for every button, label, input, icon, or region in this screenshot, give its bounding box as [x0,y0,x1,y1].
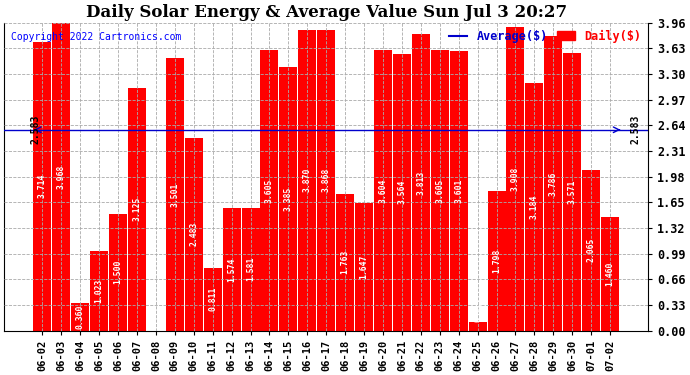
Bar [355,202,373,330]
Bar [166,58,184,330]
Text: 0.811: 0.811 [208,287,217,311]
Bar [412,34,430,330]
Bar [317,30,335,330]
Text: 3.714: 3.714 [38,174,47,198]
Text: 1.460: 1.460 [606,262,615,286]
Bar [109,214,127,330]
Bar [71,303,89,330]
Text: 2.583: 2.583 [30,115,41,144]
Bar [374,50,392,330]
Text: 1.500: 1.500 [114,260,123,285]
Bar [128,88,146,330]
Bar [525,83,543,330]
Text: Copyright 2022 Cartronics.com: Copyright 2022 Cartronics.com [10,32,181,42]
Bar [544,36,562,330]
Bar [431,50,448,330]
Bar [336,194,354,330]
Text: 3.870: 3.870 [303,168,312,192]
Bar [601,217,619,330]
Text: 3.501: 3.501 [170,182,179,207]
Text: 3.184: 3.184 [530,195,539,219]
Text: 3.908: 3.908 [511,166,520,191]
Bar [469,322,486,330]
Bar [52,22,70,330]
Bar [223,208,241,330]
Text: 1.647: 1.647 [359,254,368,279]
Text: 3.604: 3.604 [379,178,388,203]
Bar [563,53,581,330]
Bar [298,30,316,330]
Text: 2.583: 2.583 [631,115,641,144]
Text: 0.114: 0.114 [473,298,482,322]
Bar [279,68,297,330]
Text: 1.574: 1.574 [227,257,236,282]
Text: 2.483: 2.483 [189,222,198,246]
Bar [582,170,600,330]
Bar [450,51,468,330]
Text: 1.763: 1.763 [341,250,350,274]
Text: 1.798: 1.798 [492,249,501,273]
Text: 3.786: 3.786 [549,171,558,196]
Bar [506,27,524,330]
Text: 1.581: 1.581 [246,257,255,281]
Text: 3.125: 3.125 [132,197,141,221]
Text: 3.813: 3.813 [416,170,425,195]
Bar [90,251,108,330]
Bar [241,208,259,330]
Text: 3.385: 3.385 [284,187,293,211]
Bar [33,42,52,330]
Bar [204,267,221,330]
Bar [488,191,506,330]
Text: 3.571: 3.571 [568,180,577,204]
Bar [393,54,411,330]
Text: 3.601: 3.601 [454,178,463,203]
Legend: Average($), Daily($): Average($), Daily($) [444,25,646,48]
Text: 0.360: 0.360 [76,304,85,329]
Text: 3.605: 3.605 [435,178,444,203]
Text: 3.564: 3.564 [397,180,406,204]
Text: 3.605: 3.605 [265,178,274,203]
Text: 2.065: 2.065 [586,238,595,262]
Title: Daily Solar Energy & Average Value Sun Jul 3 20:27: Daily Solar Energy & Average Value Sun J… [86,4,566,21]
Bar [185,138,203,330]
Bar [261,50,279,330]
Text: 3.868: 3.868 [322,168,331,192]
Text: 3.968: 3.968 [57,164,66,189]
Text: 1.023: 1.023 [95,279,103,303]
